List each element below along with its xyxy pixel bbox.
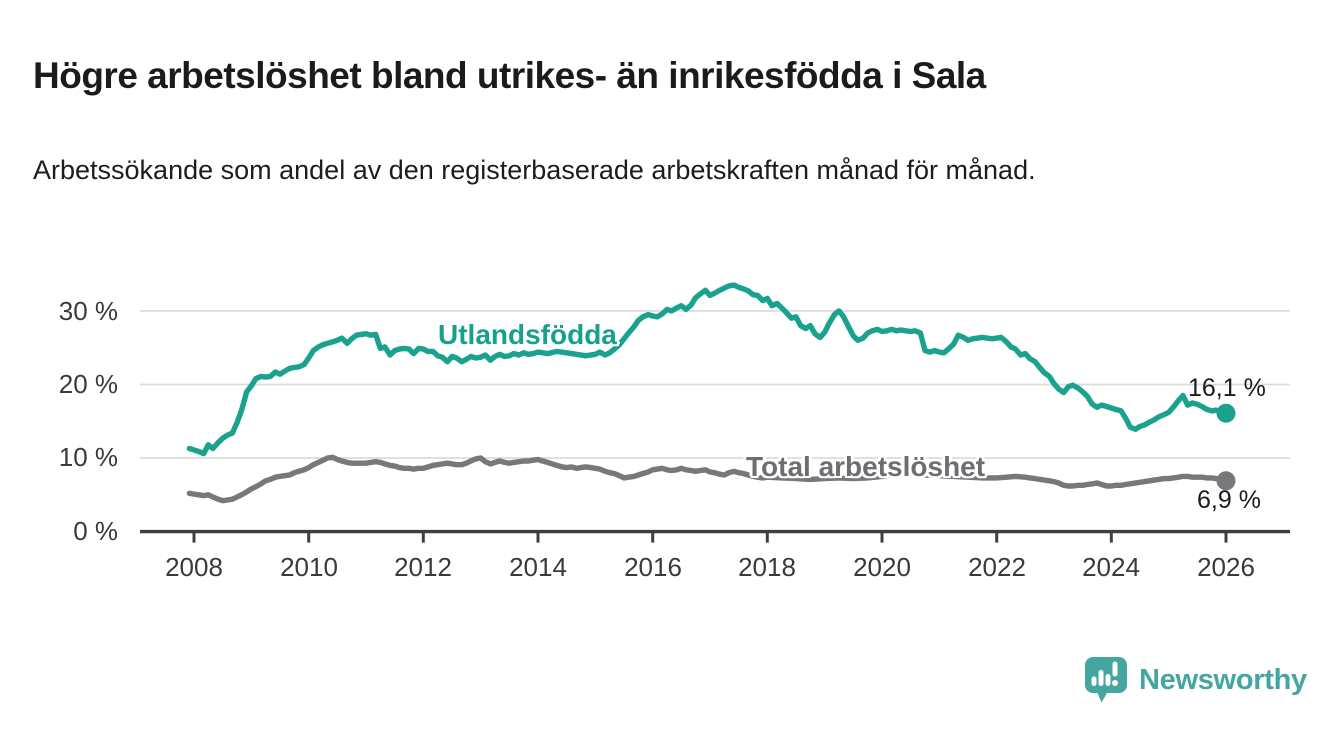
x-axis-tick-label: 2024 <box>1082 552 1140 582</box>
x-axis-tick-label: 2010 <box>280 552 338 582</box>
x-axis-tick-label: 2022 <box>968 552 1026 582</box>
x-axis-tick-label: 2008 <box>165 552 223 582</box>
x-axis-tick-label: 2012 <box>394 552 452 582</box>
newsworthy-logo-text: Newsworthy <box>1139 663 1307 696</box>
series-label-total-arbetsloshet: Total arbetslöshet <box>746 451 986 482</box>
end-value-label-total: 6,9 % <box>1197 486 1261 514</box>
end-value-label-utlandsfodda: 16,1 % <box>1188 374 1266 402</box>
y-axis-tick-label: 10 % <box>58 442 118 472</box>
y-axis-tick-label: 0 % <box>73 516 118 546</box>
page-title: Högre arbetslöshet bland utrikes- än inr… <box>33 54 986 96</box>
newsworthy-logo: Newsworthy <box>1083 655 1307 705</box>
newsworthy-logo-icon <box>1085 657 1127 703</box>
y-axis-tick-label: 20 % <box>58 369 118 399</box>
x-axis-tick-label: 2014 <box>509 552 567 582</box>
chart-subtitle: Arbetssökande som andel av den registerb… <box>33 155 1036 185</box>
y-axis-tick-label: 30 % <box>58 296 118 326</box>
x-axis-tick-label: 2020 <box>853 552 911 582</box>
x-axis-tick-label: 2016 <box>624 552 682 582</box>
x-axis-tick-label: 2018 <box>738 552 796 582</box>
x-axis-tick-label: 2026 <box>1197 552 1255 582</box>
series-label-utlandsfodda: Utlandsfödda <box>438 319 617 350</box>
